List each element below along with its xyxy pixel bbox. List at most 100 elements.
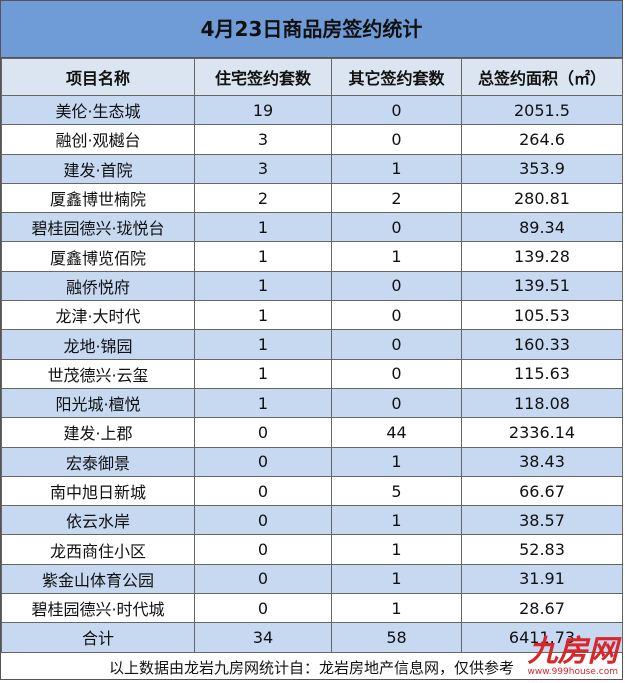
cell: 0 [331,270,462,302]
cell: 160.33 [461,329,623,360]
table-row: 美伦·生态城 19 0 2051.5 [1,94,623,126]
footer-note: 以上数据由龙岩九房网统计自：龙岩房地产信息网，仅供参考 [108,658,514,677]
cell: 0 [194,563,332,595]
cell: 建发·首院 [1,153,195,184]
total-cell: 58 [331,622,462,653]
cell: 碧桂园德兴·时代城 [1,593,195,624]
table-row: 龙津·大时代 1 0 105.53 [1,300,623,331]
table-row: 碧桂园德兴·珑悦台 1 0 89.34 [1,212,623,243]
cell: 融创·观樾台 [1,124,195,155]
watermark-url: www.999house.com [527,667,618,677]
cell: 依云水岸 [1,505,195,536]
cell: 0 [331,212,462,243]
cell: 1 [331,446,462,477]
cell: 52.83 [461,534,623,565]
watermark: 九房网 www.999house.com [527,634,618,678]
column-header: 总签约面积（㎡） [461,58,623,96]
table-row: 建发·上郡 0 44 2336.14 [1,417,623,448]
cell: 280.81 [461,182,623,214]
cell: 0 [331,94,462,126]
cell: 紫金山体育公园 [1,563,195,595]
cell: 38.57 [461,505,623,536]
total-row: 合计 34 58 6411.73 [1,622,623,653]
cell: 2 [331,182,462,214]
column-header: 其它签约套数 [331,58,462,96]
cell: 1 [331,241,462,272]
cell: 1 [194,329,332,360]
cell: 世茂德兴·云玺 [1,358,195,389]
cell: 厦鑫博世楠院 [1,182,195,214]
cell: 融侨悦府 [1,270,195,302]
cell: 118.08 [461,387,623,419]
cell: 44 [331,417,462,448]
total-cell: 合计 [1,622,195,653]
table-row: 建发·首院 3 1 353.9 [1,153,623,184]
cell: 2336.14 [461,417,623,448]
cell: 0 [194,417,332,448]
watermark-logo: 九房网 [527,634,618,669]
cell: 353.9 [461,153,623,184]
cell: 龙地·锦园 [1,329,195,360]
cell: 0 [331,387,462,419]
cell: 264.6 [461,124,623,155]
total-cell: 34 [194,622,332,653]
cell: 美伦·生态城 [1,94,195,126]
cell: 建发·上郡 [1,417,195,448]
cell: 0 [194,593,332,624]
cell: 1 [331,505,462,536]
cell: 31.91 [461,563,623,595]
column-header: 住宅签约套数 [194,58,332,96]
cell: 38.43 [461,446,623,477]
cell: 龙津·大时代 [1,300,195,331]
table-row: 融侨悦府 1 0 139.51 [1,270,623,302]
cell: 66.67 [461,475,623,507]
table: 项目名称 住宅签约套数 其它签约套数 总签约面积（㎡） 美伦·生态城 19 0 2051.5… [1,58,623,653]
table-row: 碧桂园德兴·时代城 0 1 28.67 [1,593,623,624]
cell: 1 [331,534,462,565]
cell: 19 [194,94,332,126]
cell: 1 [194,300,332,331]
table-row: 龙西商住小区 0 1 52.83 [1,534,623,565]
cell: 1 [194,241,332,272]
cell: 105.53 [461,300,623,331]
table-row: 南中旭日新城 0 5 66.67 [1,475,623,507]
table-row: 依云水岸 0 1 38.57 [1,505,623,536]
cell: 1 [194,270,332,302]
cell: 1 [331,593,462,624]
cell: 南中旭日新城 [1,475,195,507]
cell: 宏泰御景 [1,446,195,477]
cell: 0 [194,475,332,507]
table-row: 融创·观樾台 3 0 264.6 [1,124,623,155]
cell: 碧桂园德兴·珑悦台 [1,212,195,243]
cell: 3 [194,124,332,155]
cell: 0 [194,505,332,536]
cell: 2051.5 [461,94,623,126]
cell: 3 [194,153,332,184]
header-row: 项目名称 住宅签约套数 其它签约套数 总签约面积（㎡） [1,58,623,96]
table-row: 厦鑫博览佰院 1 1 139.28 [1,241,623,272]
cell: 1 [331,563,462,595]
cell: 厦鑫博览佰院 [1,241,195,272]
cell: 0 [331,124,462,155]
cell: 139.28 [461,241,623,272]
cell: 阳光城·檀悦 [1,387,195,419]
cell: 0 [194,446,332,477]
cell: 1 [194,387,332,419]
cell: 1 [331,153,462,184]
table-body: 美伦·生态城 19 0 2051.5 融创·观樾台 3 0 264.6 建发·首院 3 1 353.9… [1,94,623,653]
cell: 28.67 [461,593,623,624]
table-row: 紫金山体育公园 0 1 31.91 [1,563,623,595]
cell: 89.34 [461,212,623,243]
table-row: 阳光城·檀悦 1 0 118.08 [1,387,623,419]
cell: 0 [331,300,462,331]
cell: 2 [194,182,332,214]
cell: 1 [194,358,332,389]
table-row: 龙地·锦园 1 0 160.33 [1,329,623,360]
table-row: 宏泰御景 0 1 38.43 [1,446,623,477]
table-row: 世茂德兴·云玺 1 0 115.63 [1,358,623,389]
column-header: 项目名称 [1,58,195,96]
cell: 0 [331,358,462,389]
cell: 5 [331,475,462,507]
title: 4月23日商品房签约统计 [1,1,622,58]
